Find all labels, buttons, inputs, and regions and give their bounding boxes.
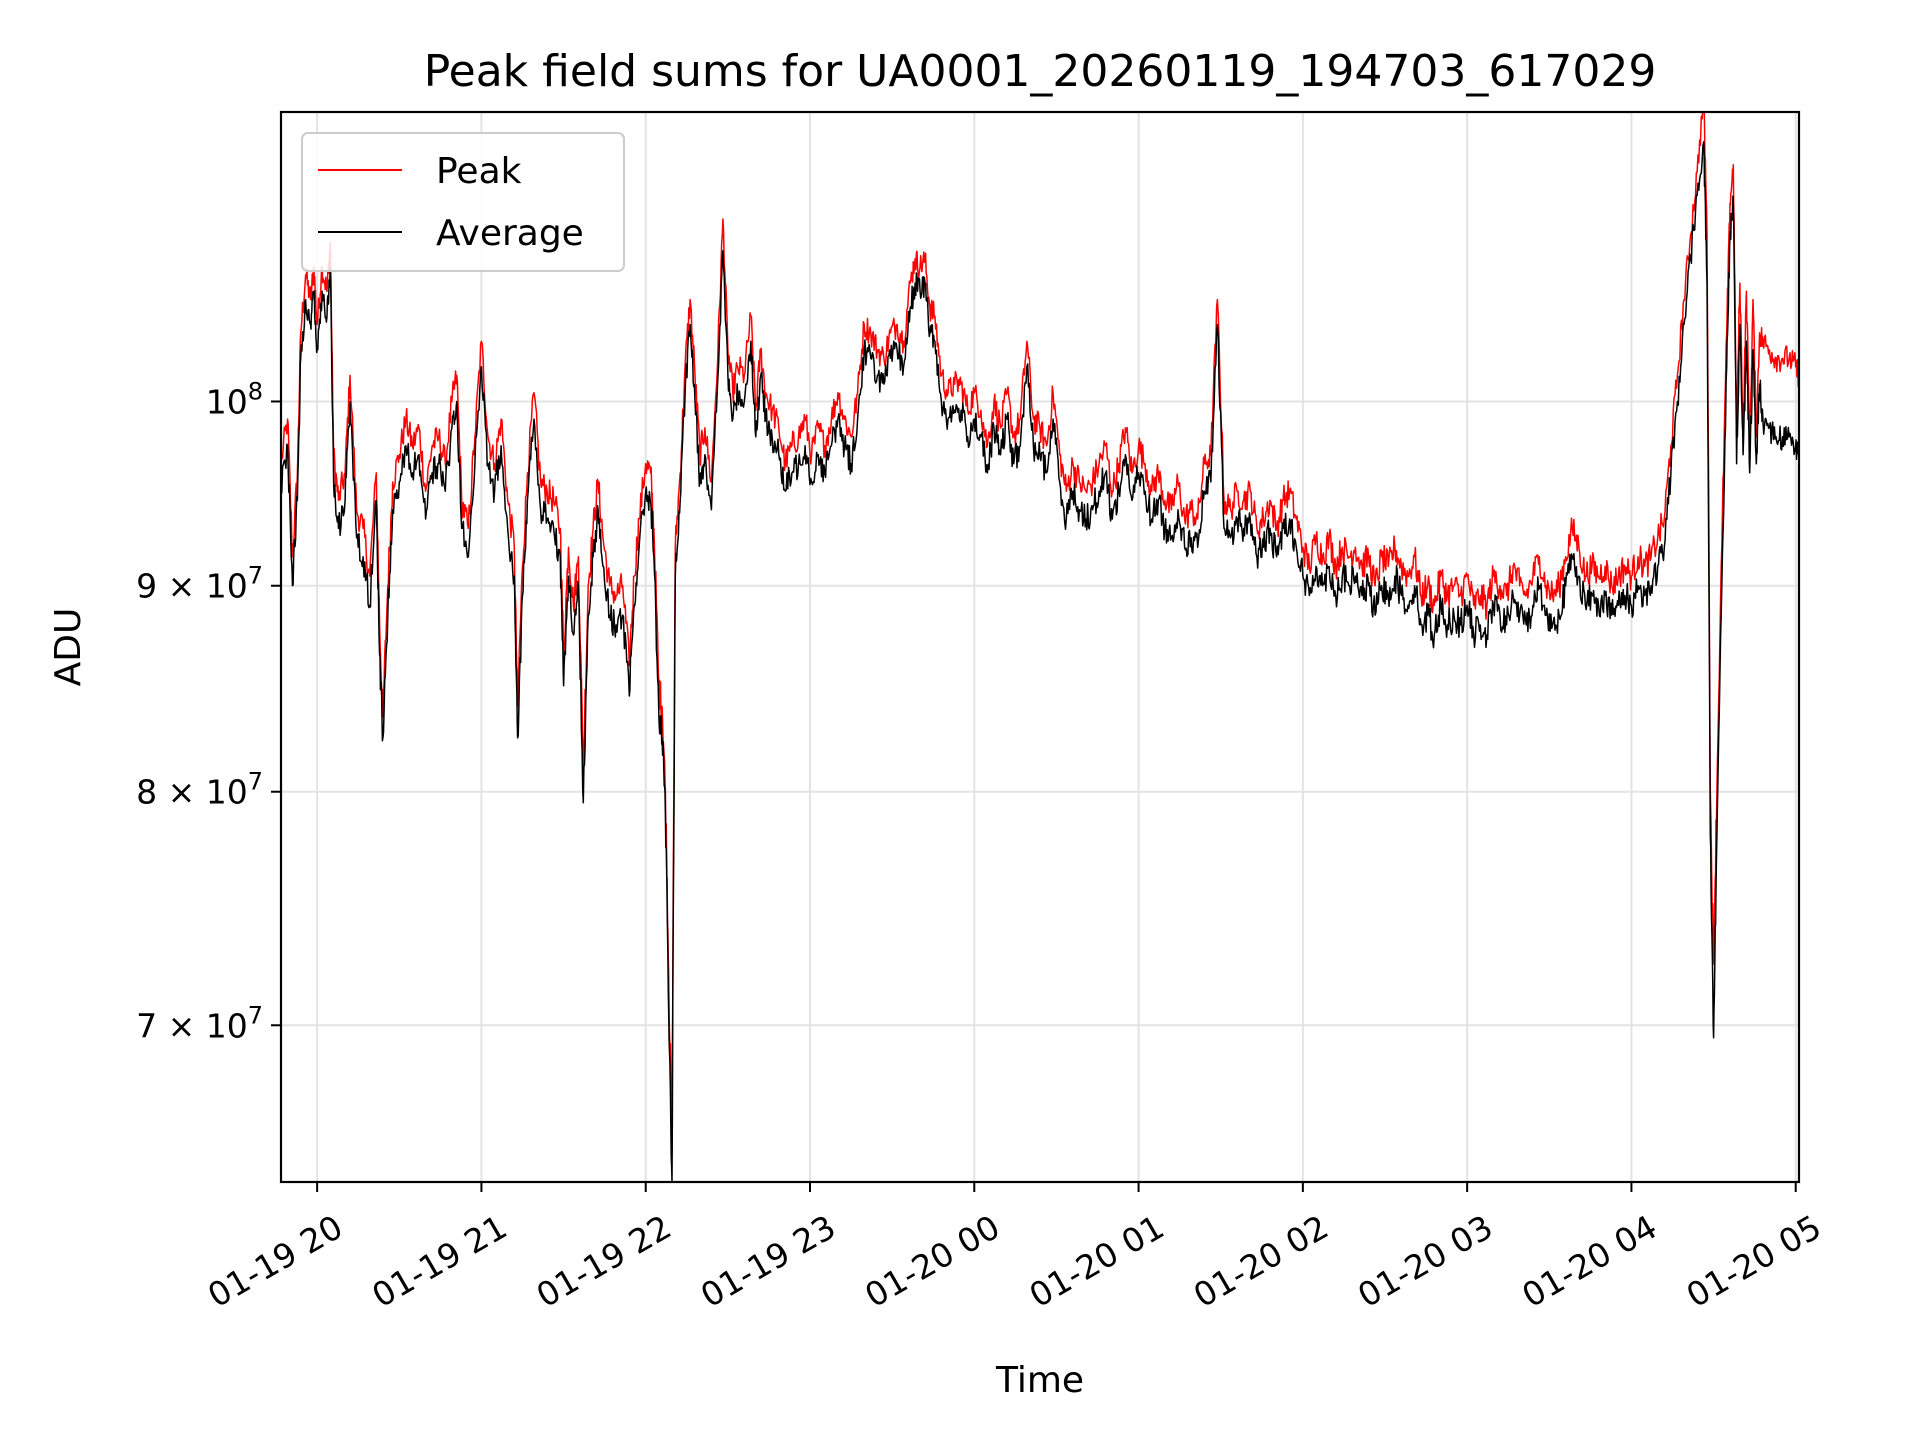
chart-title: Peak field sums for UA0001_20260119_1947…	[424, 46, 1657, 97]
y-tick-label: 8 × 107	[136, 768, 263, 812]
y-tick-label: 7 × 107	[136, 1001, 263, 1045]
y-axis-title: ADU	[48, 608, 89, 687]
y-tick-mantissa: 10	[206, 382, 248, 421]
x-axis-title: Time	[995, 1360, 1084, 1401]
plot-frame	[279, 110, 1801, 1184]
legend: Peak Average	[301, 132, 625, 272]
y-tick-mantissa: 8 × 10	[136, 773, 248, 812]
series-line-average	[281, 141, 1799, 1182]
y-tick-mantissa: 9 × 10	[136, 567, 248, 606]
y-tick-exponent: 7	[248, 1001, 263, 1029]
series-layer	[281, 112, 1799, 1182]
y-tick-label: 9 × 107	[136, 562, 263, 606]
legend-peak-label: Peak	[436, 151, 522, 192]
grid	[281, 112, 1799, 1182]
y-tick-mantissa: 7 × 10	[136, 1006, 248, 1045]
legend-average-label: Average	[436, 213, 584, 254]
y-tick-label: 108	[206, 377, 263, 421]
legend-box	[301, 132, 625, 272]
y-tick-exponent: 7	[248, 768, 263, 796]
y-tick-exponent: 8	[248, 377, 263, 405]
y-tick-exponent: 7	[248, 562, 263, 590]
